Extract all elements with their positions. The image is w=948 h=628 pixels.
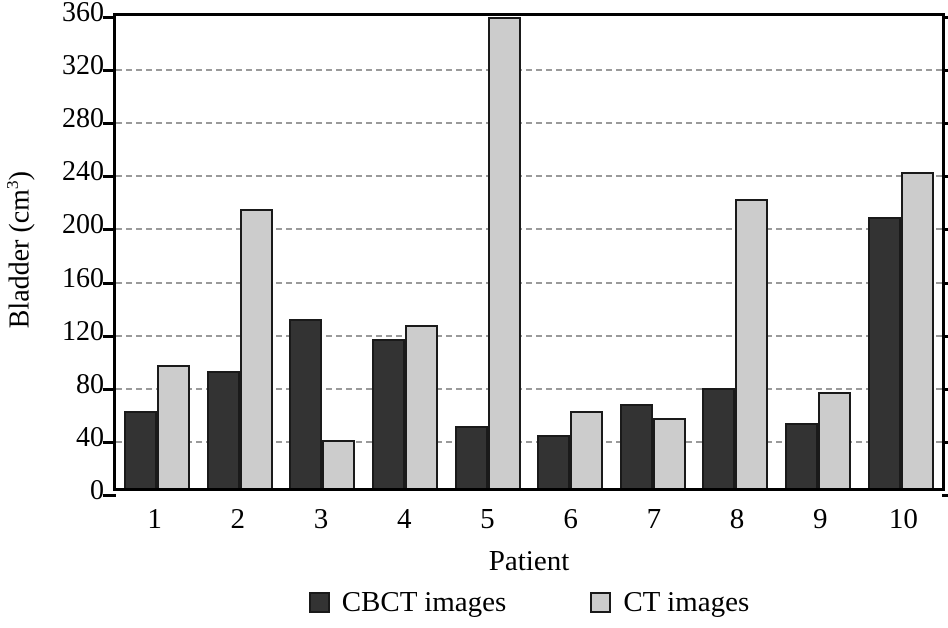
bar-cbct <box>785 422 819 488</box>
y-axis-tick-mark <box>103 228 116 232</box>
y-axis-tick-label: 40 <box>76 421 104 453</box>
x-axis-tick-labels: 1 2 3 4 5 6 7 8 9 10 <box>113 497 945 541</box>
bar-group <box>364 16 447 488</box>
bar-group <box>116 16 199 488</box>
bar-cbct <box>206 371 240 488</box>
y-axis-tick-mark <box>103 387 116 391</box>
bar-group <box>859 16 942 488</box>
bar-cbct <box>537 434 571 488</box>
bar-cbct <box>372 339 406 488</box>
x-axis-tick-label: 5 <box>480 503 495 535</box>
y-axis-tick-mark <box>103 494 116 497</box>
y-axis-label-superscript: 3 <box>3 180 23 190</box>
legend-label: CT images <box>623 586 750 618</box>
y-axis-tick-label: 200 <box>62 209 104 241</box>
gridline <box>116 228 942 231</box>
bar-groups <box>116 16 942 488</box>
y-axis-tick-mark <box>103 69 116 73</box>
x-axis-tick-label: 1 <box>147 503 162 535</box>
gridline <box>116 69 942 72</box>
bar-group <box>199 16 282 488</box>
y-axis-tick-label: 360 <box>62 0 104 28</box>
x-axis-tick-label: 6 <box>563 503 578 535</box>
gridline <box>116 175 942 178</box>
bar-group <box>612 16 695 488</box>
bar-cbct <box>702 388 736 488</box>
y-axis-tick-mark-right <box>942 440 948 444</box>
gridline <box>116 281 942 284</box>
gridline <box>116 334 942 337</box>
y-axis-tick-mark <box>103 122 116 126</box>
x-axis-tick-label: 8 <box>729 503 745 535</box>
y-axis-tick-mark <box>103 440 116 444</box>
y-axis-tick-label: 80 <box>76 368 104 400</box>
bar-cbct <box>124 411 158 488</box>
y-axis-tick-mark-right <box>942 175 948 179</box>
x-axis-tick-label: 4 <box>396 503 412 535</box>
bar-ct <box>570 411 604 488</box>
bar-cbct <box>867 217 901 488</box>
x-axis-tick-label: 2 <box>230 503 246 535</box>
bar-group <box>777 16 860 488</box>
y-axis-tick-mark <box>103 334 116 338</box>
bar-cbct <box>454 425 488 488</box>
y-axis-tick-mark <box>103 281 116 285</box>
y-axis-tick-mark <box>103 175 116 179</box>
y-axis-tick-label: 240 <box>62 156 104 188</box>
gridline <box>116 122 942 125</box>
x-axis-label: Patient <box>488 545 570 577</box>
legend-item: CBCT images <box>308 586 507 618</box>
bar-group <box>694 16 777 488</box>
y-axis-tick-mark-right <box>942 387 948 391</box>
bar-ct <box>239 209 273 488</box>
gridline <box>116 440 942 443</box>
plot-area <box>103 13 948 497</box>
bar-ct <box>405 324 439 488</box>
y-axis-tick-label: 120 <box>62 315 104 347</box>
x-axis-tick-label: 3 <box>313 503 329 535</box>
bar-group <box>529 16 612 488</box>
bar-ct <box>735 198 769 488</box>
bar-ct <box>900 172 934 488</box>
y-axis-tick-label: 0 <box>90 475 104 506</box>
bar-group <box>281 16 364 488</box>
bar-cbct <box>289 319 323 488</box>
chart-legend: CBCT images CT images <box>113 588 945 617</box>
bar-ct <box>157 364 191 488</box>
bar-ct <box>487 16 521 488</box>
y-axis-tick-label: 280 <box>62 103 104 135</box>
y-axis-tick-label: 160 <box>62 262 104 294</box>
bar-ct <box>818 392 852 488</box>
legend-item: CT images <box>590 588 749 617</box>
x-axis-tick-label: 7 <box>646 503 662 535</box>
x-axis-tick-label: 9 <box>812 503 828 535</box>
y-axis-tick-mark-right <box>942 281 948 285</box>
bar-group <box>446 16 529 488</box>
y-axis-tick-mark <box>103 16 116 19</box>
y-axis-tick-mark-right <box>942 16 948 19</box>
bar-cbct <box>619 404 653 488</box>
y-axis-tick-mark-right <box>942 228 948 232</box>
bar-ct <box>652 417 686 488</box>
y-axis-tick-mark-right <box>942 334 948 338</box>
bar-ct <box>322 440 356 488</box>
gridline <box>116 387 942 390</box>
legend-swatch-icon <box>308 592 330 613</box>
x-axis-tick-label: 10 <box>888 503 918 535</box>
legend-swatch-icon <box>590 592 612 613</box>
y-axis-label-text: Bladder (cm <box>4 189 36 329</box>
y-axis-tick-mark-right <box>942 122 948 126</box>
y-axis-label-suffix: ) <box>4 171 36 181</box>
y-axis-tick-mark-right <box>942 494 948 497</box>
y-axis-tick-label: 320 <box>62 50 104 82</box>
y-axis-tick-mark-right <box>942 69 948 73</box>
legend-label: CBCT images <box>341 586 507 618</box>
y-axis-tick-labels: 360 320 280 240 200 160 120 80 40 0 <box>32 0 104 520</box>
